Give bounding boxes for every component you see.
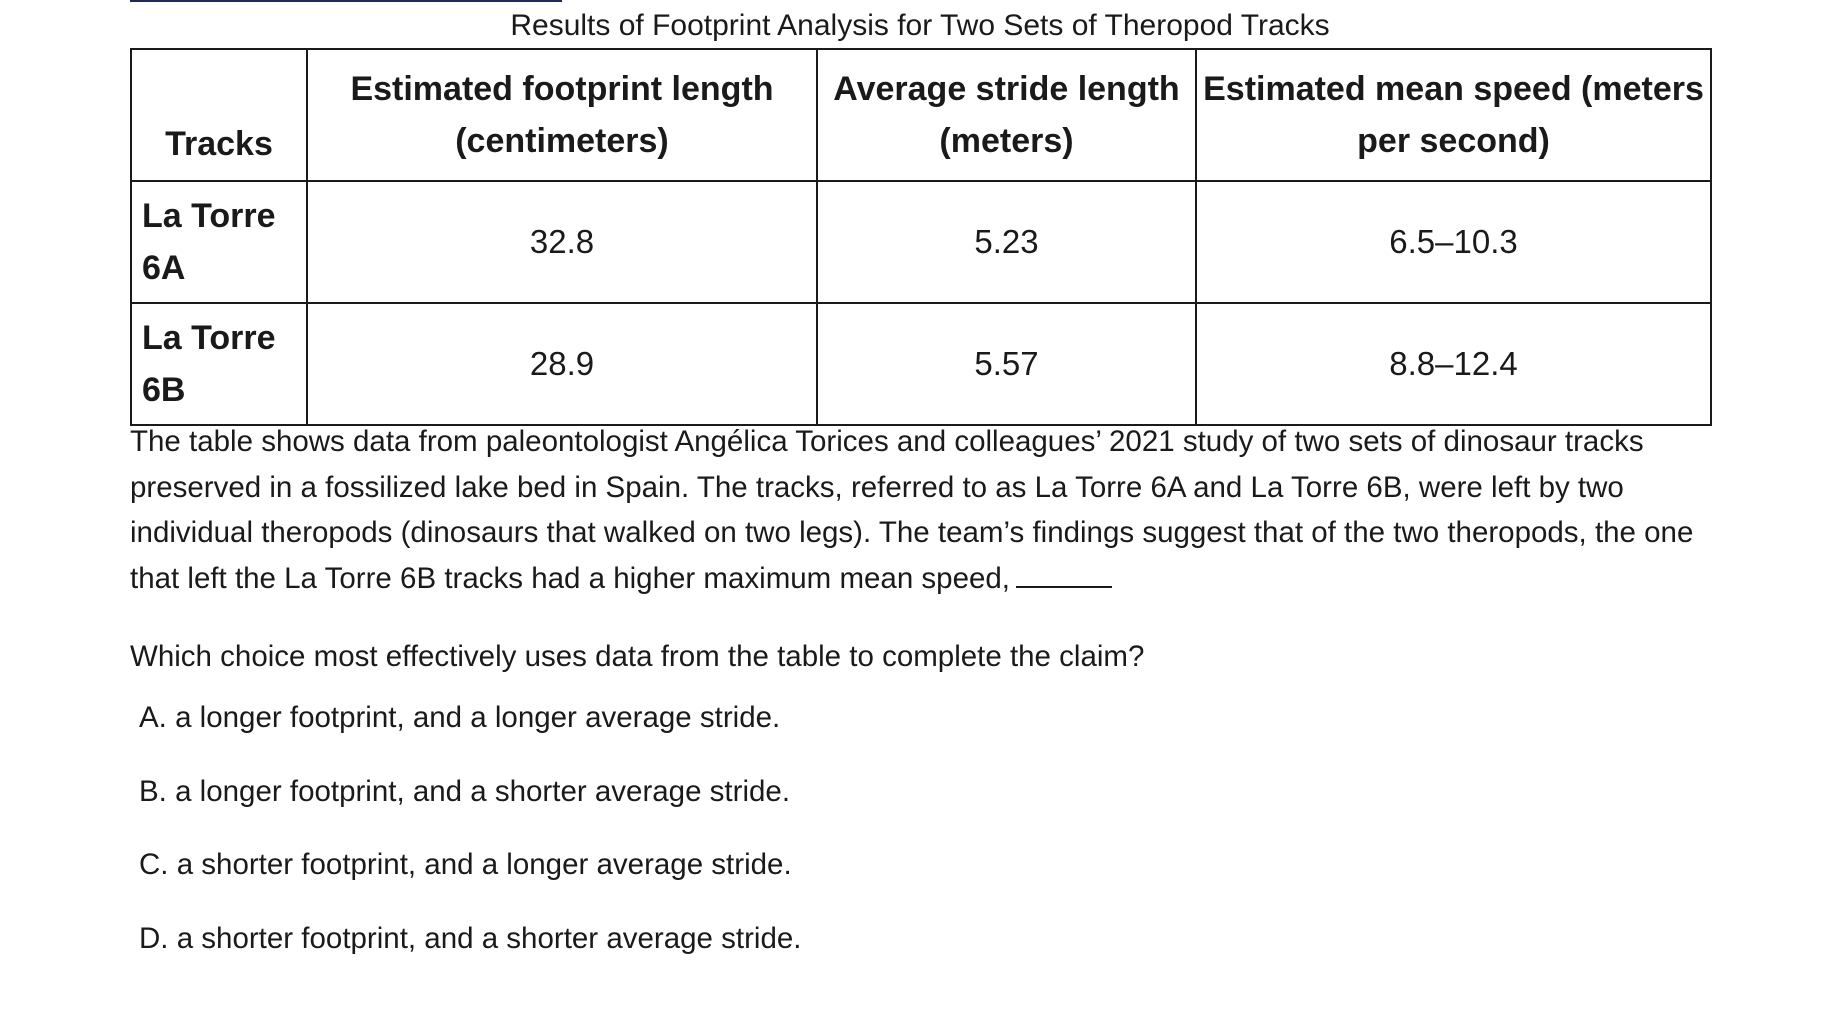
mean-speed-value: 6.5–10.3 xyxy=(1195,180,1712,304)
header-stride-length: Average stride length (meters) xyxy=(816,48,1197,182)
stride-length-value: 5.23 xyxy=(816,180,1197,304)
choice-b[interactable]: B. a longer footprint, and a shorter ave… xyxy=(139,774,791,808)
table-row: La Torre 6B 28.9 5.57 8.8–12.4 xyxy=(130,302,1712,426)
header-mean-speed: Estimated mean speed (meters per second) xyxy=(1195,48,1712,182)
top-rule xyxy=(130,0,562,2)
stride-length-value: 5.57 xyxy=(816,302,1197,426)
track-name: La Torre 6B xyxy=(130,302,308,426)
passage-text: The table shows data from paleontologist… xyxy=(130,425,1694,595)
passage: The table shows data from paleontologist… xyxy=(130,419,1730,601)
answer-choices: A. a longer footprint, and a longer aver… xyxy=(139,698,801,992)
footprint-length-value: 28.9 xyxy=(306,302,818,426)
table-row: La Torre 6A 32.8 5.23 6.5–10.3 xyxy=(130,180,1712,304)
mean-speed-value: 8.8–12.4 xyxy=(1195,302,1712,426)
results-table: Tracks Estimated footprint length (centi… xyxy=(130,48,1712,426)
track-name: La Torre 6A xyxy=(130,180,308,304)
header-row: Tracks Estimated footprint length (centi… xyxy=(130,48,1712,182)
header-tracks: Tracks xyxy=(130,48,308,182)
footprint-length-value: 32.8 xyxy=(306,180,818,304)
answer-blank xyxy=(1016,560,1113,588)
choice-a[interactable]: A. a longer footprint, and a longer aver… xyxy=(139,701,781,734)
question-prompt: Which choice most effectively uses data … xyxy=(130,640,1145,673)
choice-c[interactable]: C. a shorter footprint, and a longer ave… xyxy=(139,848,792,881)
table-caption: Results of Footprint Analysis for Two Se… xyxy=(510,9,1330,42)
choice-d[interactable]: D. a shorter footprint, and a shorter av… xyxy=(139,921,802,955)
header-footprint-length: Estimated footprint length (centimeters) xyxy=(306,48,818,182)
